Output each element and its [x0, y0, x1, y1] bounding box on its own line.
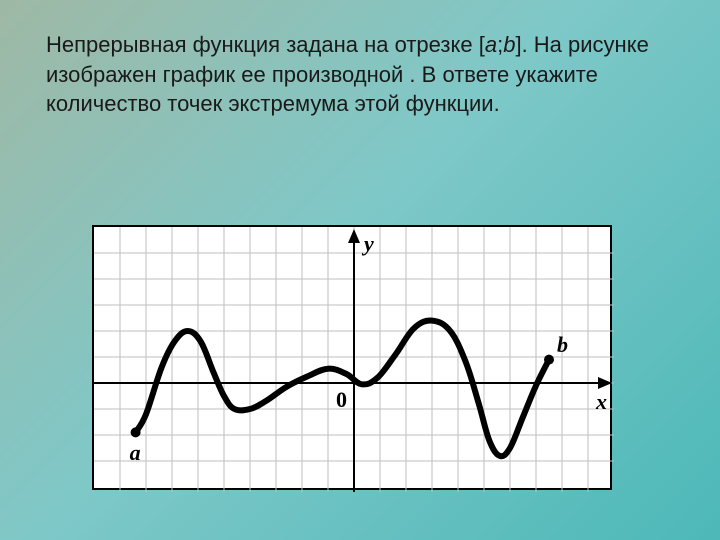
origin-label: 0	[336, 387, 347, 413]
b-endpoint-label: b	[557, 332, 568, 358]
a-endpoint-label: a	[130, 440, 141, 466]
y-axis-label: y	[364, 231, 374, 257]
text-segment: Непрерывная функция задана на отрезке [	[46, 32, 485, 57]
text-italic-b: b	[503, 32, 515, 57]
derivative-chart: y x 0 a b	[92, 225, 612, 490]
x-axis-label: x	[596, 389, 607, 415]
slide-page: Непрерывная функция задана на отрезке [a…	[0, 0, 720, 540]
chart-svg	[94, 227, 614, 492]
problem-text: Непрерывная функция задана на отрезке [a…	[46, 30, 674, 119]
text-italic-a: a	[485, 32, 497, 57]
